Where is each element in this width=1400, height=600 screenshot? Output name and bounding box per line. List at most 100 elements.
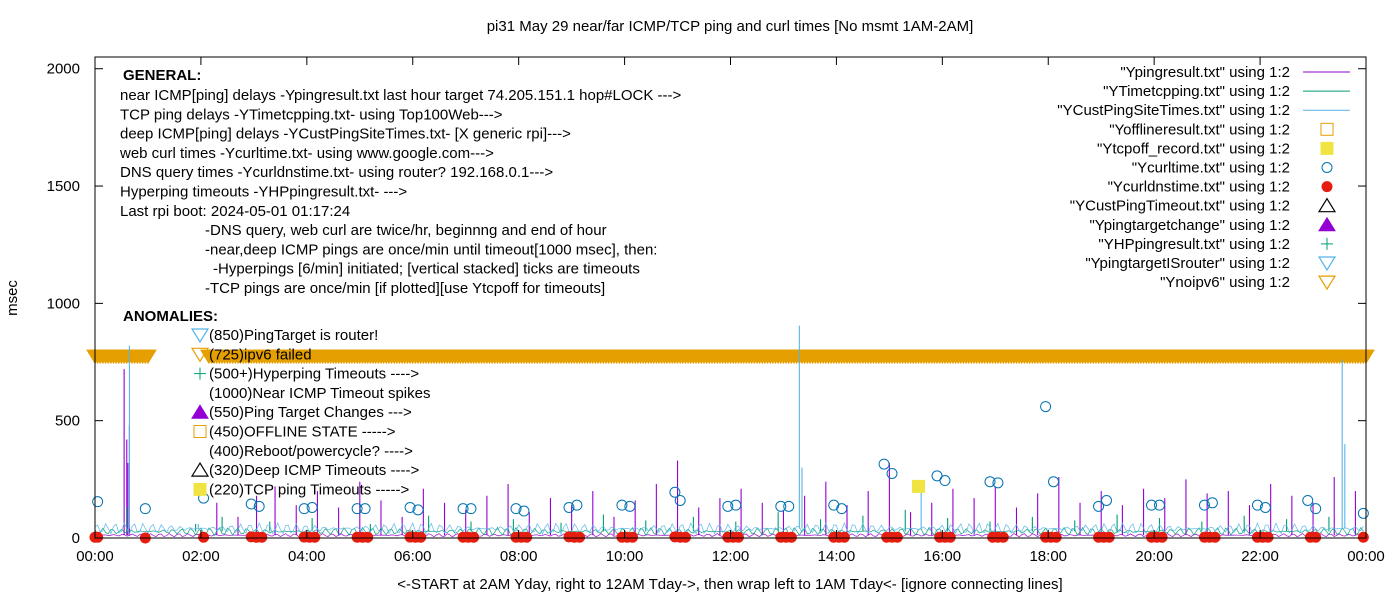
point-3-11 bbox=[457, 503, 469, 515]
point-4-30 bbox=[679, 531, 691, 543]
point-3-35 bbox=[1093, 500, 1105, 512]
point-3-13 bbox=[510, 503, 522, 515]
general-note-1: -near,deep ICMP pings are once/min until… bbox=[205, 241, 657, 258]
anomaly-text-7: (320)Deep ICMP Timeouts ----> bbox=[209, 462, 419, 479]
point-3-18 bbox=[624, 500, 636, 512]
point-3-6 bbox=[306, 501, 318, 513]
point-3-39 bbox=[1198, 499, 1210, 511]
general-line-1: TCP ping delays -YTimetcpping.txt- using… bbox=[120, 106, 503, 123]
point-3-0 bbox=[92, 496, 104, 508]
general-line-2: deep ICMP[ping] delays -YCustPingSiteTim… bbox=[120, 126, 571, 143]
point-4-57 bbox=[1156, 531, 1168, 543]
point-3-34 bbox=[1048, 476, 1060, 488]
point-4-15 bbox=[415, 531, 427, 543]
x-tick-label-10: 20:00 bbox=[1135, 548, 1173, 565]
point-4-33 bbox=[732, 531, 744, 543]
x-tick-label-5: 10:00 bbox=[606, 548, 644, 565]
point-3-21 bbox=[722, 500, 734, 512]
legend-label-5: "Ycurltime.txt" using 1:2 bbox=[1132, 160, 1290, 177]
y-tick-label-3: 1500 bbox=[47, 178, 80, 195]
general-line-0: near ICMP[ping] delays -Ypingresult.txt … bbox=[120, 87, 682, 104]
point-4-66 bbox=[1357, 531, 1369, 543]
legend-label-0: "Ypingresult.txt" using 1:2 bbox=[1120, 64, 1290, 81]
general-note-2: -Hyperpings [6/min] initiated; [vertical… bbox=[213, 261, 640, 278]
series-1 bbox=[94, 507, 1364, 537]
x-tick-label-3: 06:00 bbox=[394, 548, 432, 565]
series-point-layer bbox=[89, 401, 1369, 544]
x-axis-label: <-START at 2AM Yday, right to 12AM Tday-… bbox=[397, 576, 1062, 593]
point-3-15 bbox=[563, 501, 575, 513]
general-line-3: web curl times -Ycurltime.txt- using www… bbox=[119, 145, 494, 162]
annotation-layer: GENERAL: near ICMP[ping] delays -Ypingres… bbox=[119, 67, 682, 498]
point-3-12 bbox=[465, 503, 477, 515]
legend-label-2: "YCustPingSiteTimes.txt" using 1:2 bbox=[1057, 102, 1290, 119]
legend-swatch-6 bbox=[1321, 181, 1333, 193]
point-4-60 bbox=[1209, 531, 1221, 543]
anomaly-marker-5 bbox=[193, 425, 207, 438]
point-3-29 bbox=[931, 470, 943, 482]
anomaly-text-3: (1000)Near ICMP Timeout spikes bbox=[209, 385, 430, 402]
ipv6-failure-band-layer bbox=[86, 349, 1375, 365]
anomaly-text-2: (500+)Hyperping Timeouts ----> bbox=[209, 366, 419, 383]
x-tick-label-12: 00:00 bbox=[1347, 548, 1385, 565]
y-axis-label: msec bbox=[4, 280, 21, 316]
anomalies-heading: ANOMALIES: bbox=[123, 308, 218, 325]
legend-swatch-7 bbox=[1317, 197, 1337, 213]
point-4-18 bbox=[468, 531, 480, 543]
legend-label-7: "YCustPingTimeout.txt" using 1:2 bbox=[1070, 198, 1290, 215]
point-4-63 bbox=[1262, 531, 1274, 543]
point-3-22 bbox=[730, 499, 742, 511]
point-3-26 bbox=[836, 503, 848, 515]
point-4-21 bbox=[521, 531, 533, 543]
general-note-3: -TCP pings are once/min [if plotted][use… bbox=[205, 280, 605, 297]
point-3-30 bbox=[939, 475, 951, 487]
anomaly-marker-8 bbox=[193, 482, 207, 496]
y-tick-label-4: 2000 bbox=[47, 61, 80, 78]
point-3-17 bbox=[616, 499, 628, 511]
point-3-31 bbox=[984, 476, 996, 488]
general-line-4: DNS query times -Ycurldnstime.txt- using… bbox=[120, 164, 553, 181]
anomaly-text-1: (725)ipv6 failed bbox=[209, 346, 312, 363]
x-tick-label-9: 18:00 bbox=[1029, 548, 1067, 565]
point-4-27 bbox=[627, 531, 639, 543]
x-tick-label-7: 14:00 bbox=[818, 548, 856, 565]
point-4-6 bbox=[256, 531, 268, 543]
point-3-27 bbox=[878, 458, 890, 470]
x-tick-label-1: 02:00 bbox=[182, 548, 220, 565]
point-3-33 bbox=[1040, 401, 1052, 413]
general-line-6: Last rpi boot: 2024-05-01 01:17:24 bbox=[120, 203, 350, 220]
legend-swatch-10 bbox=[1317, 256, 1337, 272]
legend-swatch-11 bbox=[1317, 275, 1337, 291]
x-tick-label-2: 04:00 bbox=[288, 548, 326, 565]
legend-swatch-4 bbox=[1320, 141, 1334, 155]
ipv6-fail-mark-20 bbox=[139, 349, 157, 365]
anomaly-marker-7 bbox=[190, 461, 210, 477]
point-3-25 bbox=[828, 499, 840, 511]
point-3-45 bbox=[1357, 507, 1369, 519]
general-heading: GENERAL: bbox=[123, 67, 201, 84]
y-tick-label-1: 500 bbox=[55, 413, 80, 430]
anomaly-marker-0 bbox=[190, 328, 210, 344]
legend-label-4: "Ytcpoff_record.txt" using 1:2 bbox=[1097, 140, 1290, 157]
chart-title: pi31 May 29 near/far ICMP/TCP ping and c… bbox=[487, 18, 974, 35]
legend-swatch-8 bbox=[1318, 216, 1336, 232]
anomaly-marker-1 bbox=[190, 347, 210, 363]
point-3-40 bbox=[1206, 497, 1218, 509]
series-5 bbox=[912, 479, 926, 493]
legend-label-8: "Ypingtargetchange" using 1:2 bbox=[1089, 217, 1290, 234]
x-tick-label-6: 12:00 bbox=[712, 548, 750, 565]
point-3-5 bbox=[298, 503, 310, 515]
point-4-65 bbox=[1310, 531, 1322, 543]
anomaly-text-8: (220)TCP ping Timeouts -----> bbox=[209, 481, 409, 498]
point-4-9 bbox=[309, 531, 321, 543]
point-3-36 bbox=[1101, 494, 1113, 506]
legend-label-10: "YpingtargetISrouter" using 1:2 bbox=[1085, 255, 1290, 272]
x-tick-label-4: 08:00 bbox=[500, 548, 538, 565]
point-3-19 bbox=[669, 486, 681, 498]
legend-label-9: "YHPpingresult.txt" using 1:2 bbox=[1098, 236, 1290, 253]
point-3-24 bbox=[783, 500, 795, 512]
anomaly-marker-4 bbox=[191, 404, 209, 419]
y-tick-label-2: 1000 bbox=[47, 295, 80, 312]
point-3-43 bbox=[1302, 494, 1314, 506]
legend-swatch-9 bbox=[1321, 237, 1333, 250]
